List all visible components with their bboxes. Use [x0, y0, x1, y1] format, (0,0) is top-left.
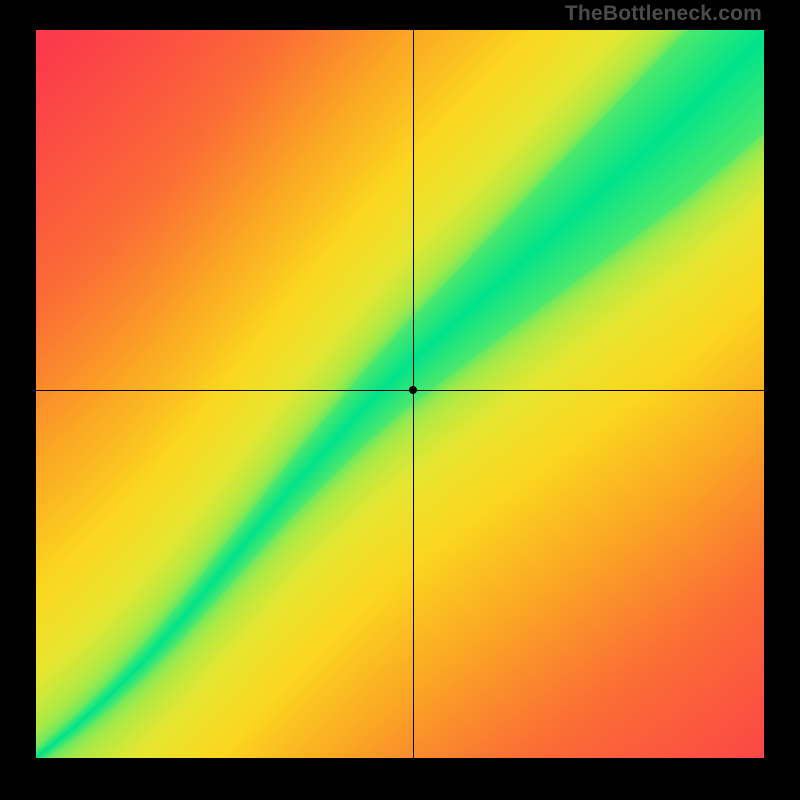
crosshair-horizontal [36, 390, 764, 391]
chart-frame: TheBottleneck.com [0, 0, 800, 800]
attribution-label: TheBottleneck.com [565, 2, 762, 26]
marker-point [409, 386, 417, 394]
plot-area [36, 30, 764, 758]
heatmap-canvas [36, 30, 764, 758]
